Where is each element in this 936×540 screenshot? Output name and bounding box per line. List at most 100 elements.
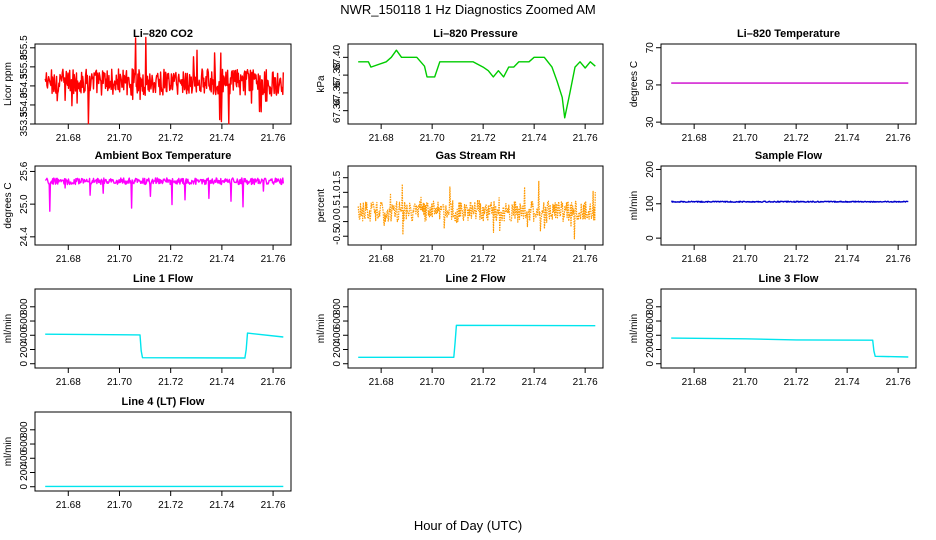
x-tick-label: 21.72: [784, 377, 809, 388]
y-tick-label: 0: [645, 361, 656, 367]
series-line-ambient: [45, 177, 284, 212]
x-tick-label: 21.68: [369, 254, 394, 265]
y-tick-label: 67.34: [332, 98, 343, 123]
y-axis-label: ml/min: [3, 314, 14, 343]
y-axis-label: ml/min: [629, 314, 640, 343]
plot-frame: [660, 288, 917, 369]
figure-xlabel: Hour of Day (UTC): [414, 518, 522, 533]
chart-title: Gas Stream RH: [435, 150, 515, 162]
y-axis-label: Licor ppm: [3, 62, 14, 106]
x-tick-label: 21.74: [835, 254, 860, 265]
chart-title: Li–820 Temperature: [737, 28, 840, 40]
y-tick-label: 1.0: [332, 185, 343, 199]
x-tick-label: 21.70: [733, 133, 758, 144]
y-axis-label: degrees C: [3, 182, 14, 228]
x-tick-label: 21.72: [158, 133, 183, 144]
y-axis-label: degrees C: [629, 61, 640, 107]
y-tick-label: 67.40: [332, 44, 343, 69]
chart-title: Line 2 Flow: [446, 273, 506, 285]
y-tick-label: 400: [645, 326, 656, 343]
y-axis-label: ml/min: [629, 191, 640, 220]
x-tick-label: 21.68: [682, 254, 707, 265]
x-tick-label: 21.74: [209, 500, 234, 511]
y-tick-label: 600: [19, 435, 30, 452]
x-tick-label: 21.74: [522, 377, 547, 388]
series-line-line3: [671, 337, 909, 358]
y-tick-label: 67.38: [332, 62, 343, 87]
y-tick-label: 0: [19, 361, 30, 367]
x-tick-label: 21.72: [471, 377, 496, 388]
plot-frame: [34, 288, 292, 369]
y-tick-label: -0.5: [332, 227, 343, 245]
y-tick-label: 30: [645, 116, 656, 128]
x-tick-label: 21.72: [158, 254, 183, 265]
x-tick-label: 21.76: [573, 377, 598, 388]
y-tick-label: 24.4: [19, 227, 30, 247]
x-tick-label: 21.72: [158, 377, 183, 388]
x-tick-label: 21.74: [522, 133, 547, 144]
series-line-pressure: [358, 49, 596, 119]
chart-panel-5: Gas Stream RH 21.68 21.70 21.72 21.74 21.76 -0…: [316, 150, 604, 265]
x-tick-label: 21.72: [471, 254, 496, 265]
chart-panel-2: Li–820 Pressure 21.68 21.70 21.72 21.74 21.76…: [316, 28, 604, 144]
y-tick-label: 600: [645, 312, 656, 329]
plot-frame: [660, 165, 917, 246]
series-line-rh: [357, 180, 596, 240]
x-tick-label: 21.74: [522, 254, 547, 265]
x-tick-label: 21.76: [261, 133, 286, 144]
y-tick-label: 400: [19, 449, 30, 466]
x-tick-label: 21.68: [369, 133, 394, 144]
chart-panel-10: Line 4 (LT) Flow 21.68 21.70 21.72 21.74 21.7…: [3, 396, 292, 511]
x-tick-label: 21.70: [733, 377, 758, 388]
x-tick-label: 21.70: [107, 254, 132, 265]
x-tick-label: 21.74: [209, 254, 234, 265]
y-tick-label: 200: [19, 341, 30, 358]
chart-panel-7: Line 1 Flow 21.68 21.70 21.72 21.74 21.76 0 200…: [3, 273, 292, 388]
chart-title: Line 1 Flow: [133, 273, 193, 285]
y-tick-label: 25.6: [19, 161, 30, 181]
x-tick-label: 21.68: [56, 377, 81, 388]
plot-frame: [34, 43, 292, 125]
y-tick-label: 67.36: [332, 80, 343, 105]
x-tick-label: 21.74: [209, 133, 234, 144]
y-tick-label: 200: [645, 341, 656, 358]
x-tick-label: 21.70: [107, 377, 132, 388]
y-tick-label: 100: [645, 195, 656, 212]
x-tick-label: 21.68: [56, 133, 81, 144]
plot-frame: [347, 43, 604, 125]
x-tick-label: 21.76: [261, 500, 286, 511]
x-tick-label: 21.76: [886, 133, 911, 144]
y-tick-label: 0: [332, 361, 343, 367]
y-tick-label: 354.5: [19, 73, 30, 98]
y-tick-label: 353.5: [19, 111, 30, 136]
x-tick-label: 21.74: [835, 377, 860, 388]
y-axis-label: ml/min: [3, 437, 14, 466]
x-tick-label: 21.70: [420, 254, 445, 265]
y-tick-label: 200: [19, 464, 30, 481]
figure-title: NWR_150118 1 Hz Diagnostics Zoomed AM: [340, 2, 596, 17]
x-tick-label: 21.68: [682, 133, 707, 144]
y-tick-label: 1.5: [332, 170, 343, 184]
x-tick-label: 21.76: [261, 254, 286, 265]
y-axis-label: ml/min: [316, 314, 327, 343]
x-tick-label: 21.68: [56, 254, 81, 265]
chart-title: Ambient Box Temperature: [95, 150, 232, 162]
y-tick-label: 400: [332, 326, 343, 343]
x-tick-label: 21.76: [573, 254, 598, 265]
chart-title: Li–820 Pressure: [433, 28, 517, 40]
x-tick-label: 21.72: [784, 254, 809, 265]
y-tick-label: 600: [332, 312, 343, 329]
plot-frame: [34, 165, 292, 246]
plot-frame: [347, 288, 604, 369]
x-tick-label: 21.68: [56, 500, 81, 511]
x-tick-label: 21.70: [420, 377, 445, 388]
y-tick-label: 0.0: [332, 214, 343, 228]
chart-panel-1: Li–820 CO2 21.68 21.70 21.72 21.74 21.76 353.5…: [3, 28, 292, 144]
x-tick-label: 21.76: [261, 377, 286, 388]
plot-frame: [347, 165, 604, 246]
x-tick-label: 21.70: [107, 500, 132, 511]
chart-panel-9: Line 3 Flow 21.68 21.70 21.72 21.74 21.76 0 200…: [629, 273, 917, 388]
y-tick-label: 200: [645, 161, 656, 178]
panels-group: Li–820 CO2 21.68 21.70 21.72 21.74 21.76 353.5…: [3, 28, 917, 511]
